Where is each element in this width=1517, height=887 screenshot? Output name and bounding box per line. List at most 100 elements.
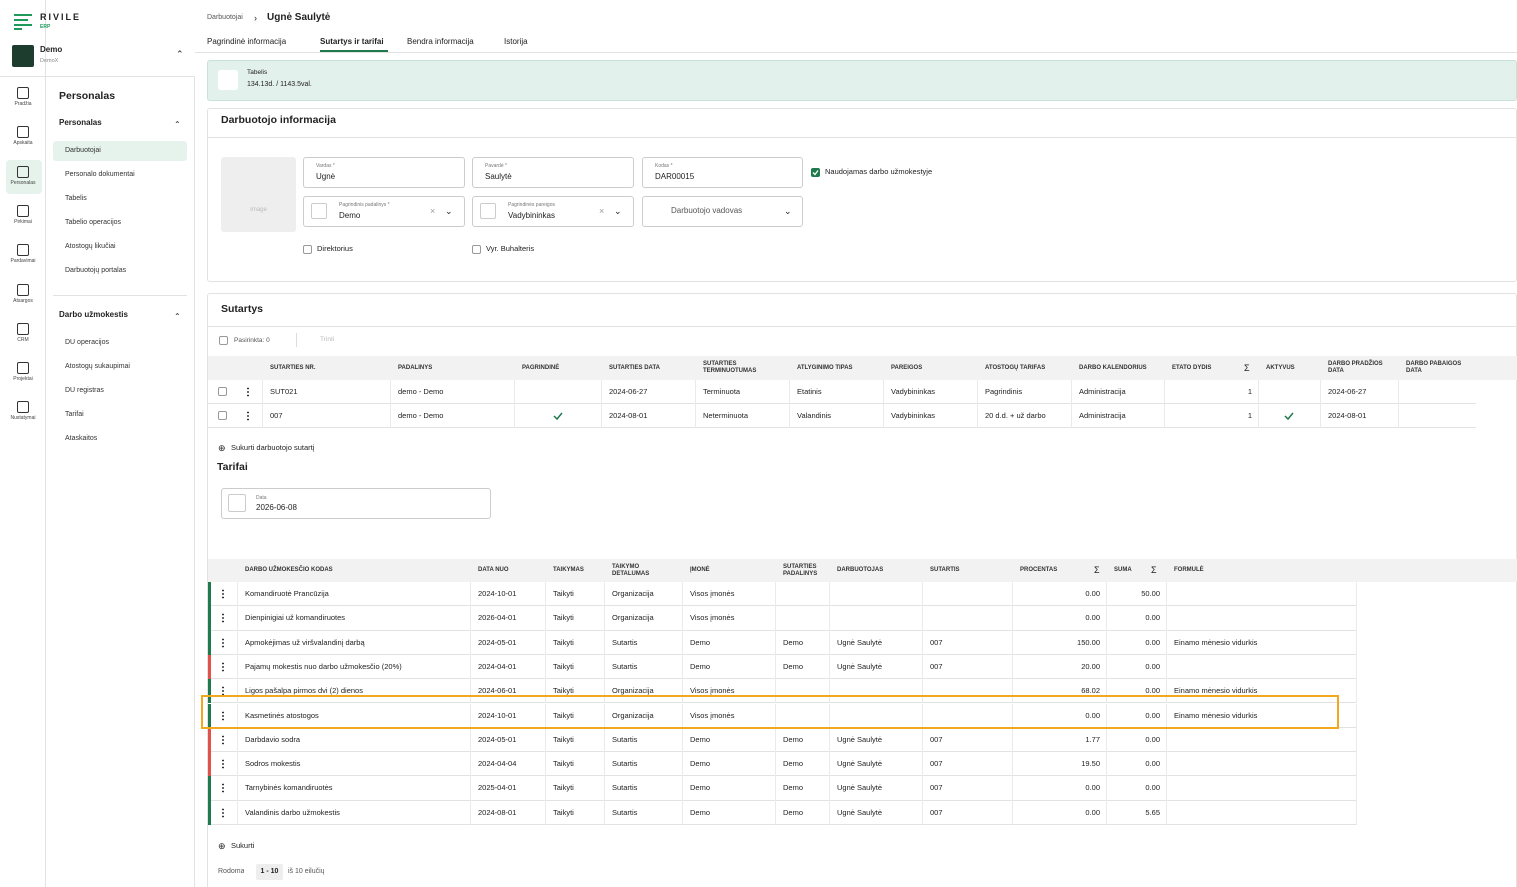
rail-label[interactable]: Atsargos xyxy=(13,297,33,304)
rail-label[interactable]: Projektai xyxy=(13,376,33,383)
rail-icon[interactable] xyxy=(17,126,29,139)
menu-item[interactable]: Atostogų sukaupimai xyxy=(65,363,130,370)
checkbox-checked[interactable] xyxy=(811,168,820,177)
rail-icon[interactable] xyxy=(17,165,29,178)
cell: 0.00 xyxy=(1085,589,1100,598)
menu-item[interactable]: Ataskaitos xyxy=(65,435,98,442)
date-field[interactable] xyxy=(221,488,491,519)
cell: Demo xyxy=(690,759,711,769)
row-menu[interactable] xyxy=(221,783,225,793)
row-menu[interactable] xyxy=(246,387,250,397)
cell: 2024-08-01 xyxy=(478,807,517,817)
input-field[interactable] xyxy=(642,157,803,188)
rail-icon[interactable] xyxy=(17,322,29,335)
checkbox[interactable] xyxy=(218,387,227,396)
rail-icon[interactable] xyxy=(17,244,29,257)
status-marker xyxy=(208,630,211,655)
tab[interactable]: Sutartys ir tarifai xyxy=(320,37,384,46)
rail-icon[interactable] xyxy=(17,362,29,375)
cell-border xyxy=(1166,727,1167,753)
checkbox[interactable] xyxy=(218,411,227,420)
sum-icon: Σ xyxy=(1094,565,1100,575)
rail-label[interactable]: Apskaita xyxy=(13,140,33,147)
rail-icon[interactable] xyxy=(17,401,29,414)
tab[interactable]: Istorija xyxy=(504,37,528,46)
row-menu[interactable] xyxy=(221,662,225,672)
field-label: Pagrindinis padalinys * xyxy=(339,202,390,208)
row-menu[interactable] xyxy=(221,638,225,648)
cell-border xyxy=(1166,800,1167,825)
menu-group[interactable]: Personalas xyxy=(59,118,102,127)
checkbox[interactable] xyxy=(219,336,228,345)
cell-border xyxy=(545,800,546,825)
cell-border xyxy=(789,404,790,428)
cell-border xyxy=(1012,752,1013,777)
input-field[interactable] xyxy=(472,157,634,188)
row-menu[interactable] xyxy=(246,411,250,421)
cell: Organizacija xyxy=(612,710,654,720)
rail-icon[interactable] xyxy=(17,283,29,296)
column-header: SUTARTIES NR. xyxy=(270,364,316,371)
breadcrumb-parent[interactable]: Darbuotojai xyxy=(207,14,243,21)
cell: Taikyti xyxy=(553,783,574,793)
menu-item[interactable]: Tabelio operacijos xyxy=(65,219,122,226)
cell-border xyxy=(682,630,683,655)
tab[interactable]: Pagrindinė informacija xyxy=(207,37,287,46)
menu-item[interactable]: Personalo dokumentai xyxy=(65,171,135,178)
employee-card xyxy=(207,108,1517,282)
input-field[interactable] xyxy=(303,157,465,188)
rail-label[interactable]: Nustatymai xyxy=(10,415,36,422)
company-switch[interactable]: ⌃ xyxy=(176,49,184,59)
rail-icon[interactable] xyxy=(17,87,29,99)
delete-button[interactable]: Trinti xyxy=(320,336,335,343)
rail-label[interactable]: Personalas xyxy=(10,179,36,186)
row-menu[interactable] xyxy=(221,711,225,721)
menu-group[interactable]: Darbo užmokestis xyxy=(59,310,128,319)
cell-border xyxy=(470,606,471,631)
create-button[interactable]: Sukurti xyxy=(231,841,255,850)
create-button[interactable]: ⊕ xyxy=(218,841,226,851)
checkbox-label[interactable]: Vyr. Buhalteris xyxy=(486,244,535,253)
input-field[interactable] xyxy=(472,196,634,227)
row-menu[interactable] xyxy=(221,613,225,623)
menu-item[interactable]: Tarifai xyxy=(65,411,84,418)
rail-label[interactable]: Pradžia xyxy=(14,101,32,107)
row-menu[interactable] xyxy=(221,686,225,696)
cell: Einamo mėnesio vidurkis xyxy=(1174,637,1258,647)
row-menu[interactable] xyxy=(221,808,225,818)
menu-item[interactable]: Darbuotojai xyxy=(65,147,101,154)
checkbox-label[interactable]: Direktorius xyxy=(317,244,353,253)
table-row xyxy=(208,776,1357,801)
tab[interactable]: Bendra informacija xyxy=(407,37,474,46)
create-contract[interactable]: Sukurti darbuotojo sutartį xyxy=(231,443,315,452)
menu-item[interactable]: Atostogų likučiai xyxy=(65,243,116,250)
tabelis-value: 134.13d. / 1143.5val. xyxy=(247,81,312,88)
row-menu[interactable] xyxy=(221,735,225,745)
checkbox[interactable] xyxy=(303,245,312,254)
menu-item[interactable]: Tabelis xyxy=(65,195,87,202)
cell: 2024-05-01 xyxy=(478,637,517,647)
rail-icon[interactable] xyxy=(17,204,29,217)
cell-border xyxy=(1012,727,1013,753)
cell-border xyxy=(829,800,830,825)
column-header: DARBUOTOJAS xyxy=(837,567,884,573)
cell-border xyxy=(829,703,830,728)
input-field[interactable] xyxy=(303,196,465,227)
menu-item[interactable]: DU registras xyxy=(65,387,104,394)
checkbox-label[interactable]: Naudojamas darbo užmokestyje xyxy=(825,167,933,176)
row-menu[interactable] xyxy=(221,589,225,599)
rail-label[interactable]: Pirkimai xyxy=(14,218,32,225)
rail-label[interactable]: Pardavimai xyxy=(10,258,36,265)
clear: × xyxy=(430,206,436,216)
cell: Sodros mokestis xyxy=(245,759,301,769)
create-contract[interactable]: ⊕ xyxy=(218,443,226,453)
table-header xyxy=(208,559,1517,582)
checkbox[interactable] xyxy=(472,245,481,254)
cell-border xyxy=(829,606,830,631)
select-field[interactable] xyxy=(642,196,803,227)
row-menu[interactable] xyxy=(221,759,225,769)
menu-item[interactable]: DU operacijos xyxy=(65,339,109,346)
cell: Administracija xyxy=(1079,411,1126,420)
rail-label[interactable]: CRM xyxy=(17,336,29,343)
menu-item[interactable]: Darbuotojų portalas xyxy=(65,267,127,274)
